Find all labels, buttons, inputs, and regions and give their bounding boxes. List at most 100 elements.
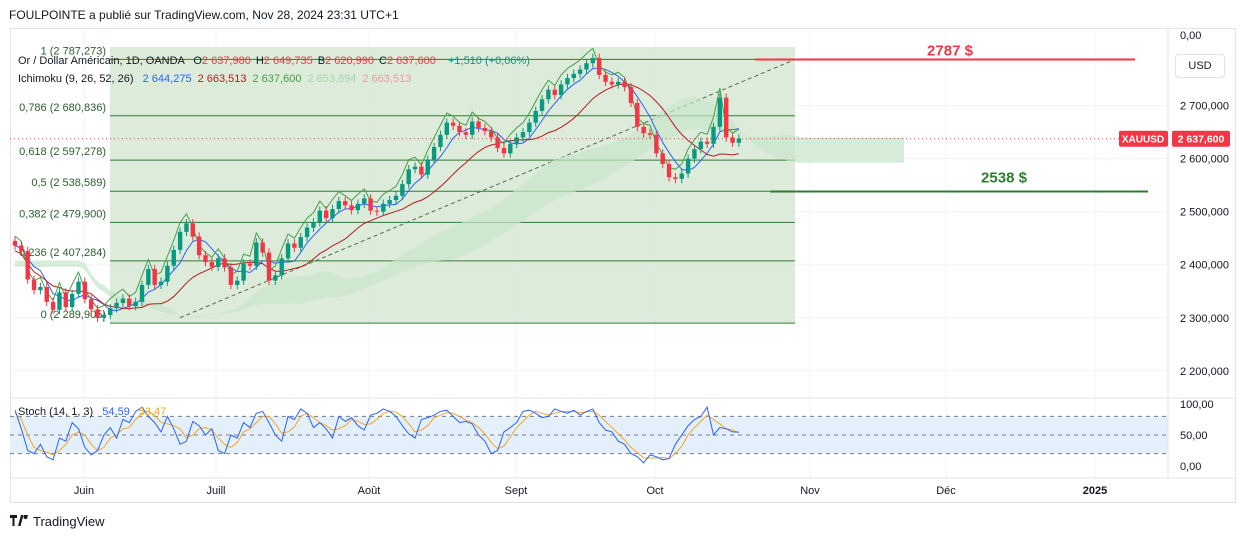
legend-ichimoku-row: Ichimoku (9, 26, 52, 26) 2 644,275 2 663,… <box>18 73 411 85</box>
candle-body <box>114 302 119 309</box>
candle-body <box>552 89 557 96</box>
legend-ohlc-c: C2 637,600 <box>379 55 436 67</box>
fib-level-label: 0 (2 289,905) <box>41 309 106 321</box>
time-axis-label: Déc <box>936 485 956 497</box>
candle-body <box>508 143 513 154</box>
candle-body <box>362 198 367 204</box>
candle-body <box>489 131 494 138</box>
candle-body <box>38 287 43 291</box>
chikou-span-line <box>14 47 740 309</box>
legend-change: +1,510 (+0,06%) <box>447 55 530 67</box>
candle-body <box>254 242 259 266</box>
candle-body <box>482 127 488 132</box>
legend-ichimoku-value-2: 2 637,600 <box>252 73 302 85</box>
candle-body <box>95 309 100 318</box>
candle-body <box>679 173 684 179</box>
candle-body <box>82 281 88 300</box>
footer-logo[interactable]: TradingView <box>10 513 105 529</box>
fib-level-label: 0,236 (2 407,284) <box>19 247 106 259</box>
candle-body <box>533 110 538 123</box>
legend-stoch-k: 54,59 <box>102 406 130 418</box>
candle-body <box>190 223 195 237</box>
candle-body <box>539 99 545 111</box>
chart-frame[interactable] <box>10 28 1236 503</box>
candle-body <box>685 158 691 174</box>
candle-body <box>374 210 380 212</box>
tradingview-logo-text: TradingView <box>33 514 105 529</box>
legend-symbol: Or / Dollar Américain, 1D, OANDA <box>18 55 185 67</box>
candle-body <box>336 201 342 210</box>
time-axis-label: 2025 <box>1083 485 1107 497</box>
candle-body <box>616 81 621 85</box>
candle-body <box>635 102 640 127</box>
candle-body <box>127 298 132 307</box>
candle-body <box>438 134 443 147</box>
candlestick-series[interactable] <box>12 53 742 322</box>
candle-body <box>133 301 138 307</box>
candle-body <box>235 280 240 285</box>
legend-stoch-row: Stoch (14, 1, 3) 54,59 53,47 <box>18 406 166 418</box>
candle-body <box>527 122 532 133</box>
candle-body <box>590 57 596 64</box>
candle-body <box>597 57 602 75</box>
price-axis-label: 2 400,000 <box>1180 260 1229 272</box>
candle-body <box>279 258 284 276</box>
time-axis-label: Oct <box>646 485 663 497</box>
currency-button[interactable]: USD <box>1175 54 1225 78</box>
candle-body <box>501 148 507 154</box>
price-tag-text: 2 637,600 <box>1178 134 1225 146</box>
candle-body <box>368 198 373 211</box>
price-tag <box>1172 130 1230 147</box>
candle-body <box>152 268 157 285</box>
candle-body <box>304 227 310 238</box>
candle-body <box>724 97 729 138</box>
attribution-text: FOULPOINTE a publié sur TradingView.com,… <box>9 8 399 22</box>
stochastic-pane[interactable] <box>10 397 1235 464</box>
candle-body <box>247 263 253 266</box>
price-axis-label: 2 300,000 <box>1180 313 1229 325</box>
candle-body <box>444 122 449 135</box>
candle-body <box>101 315 107 318</box>
candle-body <box>216 258 221 267</box>
candle-body <box>57 292 62 310</box>
stoch-axis-label: 0,00 <box>1180 461 1201 473</box>
fib-level-label: 0,382 (2 479,900) <box>19 208 106 220</box>
tradingview-logo-icon <box>10 513 28 529</box>
fibonacci-retracement[interactable]: 1 (2 787,273) 0,786 (2 680,836) 0,618 (2 5… <box>19 45 796 324</box>
candle-body <box>692 149 697 159</box>
legend-ohlc-h: H2 649,735 <box>255 55 313 67</box>
fib-level-label: 0,618 (2 597,278) <box>19 146 106 158</box>
candle-body <box>146 268 151 285</box>
candle-body <box>343 201 348 206</box>
candle-body <box>736 138 742 143</box>
fib-fill <box>110 47 795 324</box>
candle-body <box>622 81 627 88</box>
candle-body <box>89 299 94 310</box>
candle-body <box>393 195 399 201</box>
candle-body <box>311 222 316 228</box>
candle-body <box>450 122 456 126</box>
fib-level-label: 1 (2 787,273) <box>41 45 106 57</box>
support-resistance-lines[interactable]: 2787 $ 2538 $ <box>10 43 1168 193</box>
candle-body <box>476 121 481 128</box>
stoch-axis-label: 100,00 <box>1180 399 1214 411</box>
time-axis-label: Août <box>358 485 381 497</box>
resistance-label: 2787 $ <box>927 43 974 60</box>
candle-body <box>463 132 469 135</box>
candle-body <box>470 121 475 135</box>
candle-body <box>19 245 24 251</box>
candle-body <box>457 125 462 133</box>
stoch-d-line <box>14 410 740 460</box>
candle-body <box>76 281 81 294</box>
candle-body <box>139 284 145 302</box>
candle-body <box>400 184 405 196</box>
legend-ichimoku-value-1: 2 663,513 <box>197 73 247 85</box>
candle-body <box>241 263 246 281</box>
candle-body <box>177 231 183 250</box>
candle-body <box>25 250 30 280</box>
candle-body <box>546 89 551 100</box>
legend-stoch-name: Stoch (14, 1, 3) <box>18 406 94 418</box>
legend-ohlc: O2 637,980 H2 649,735 B2 620,990 C2 637,600 <box>193 55 441 67</box>
candle-body <box>647 133 653 135</box>
